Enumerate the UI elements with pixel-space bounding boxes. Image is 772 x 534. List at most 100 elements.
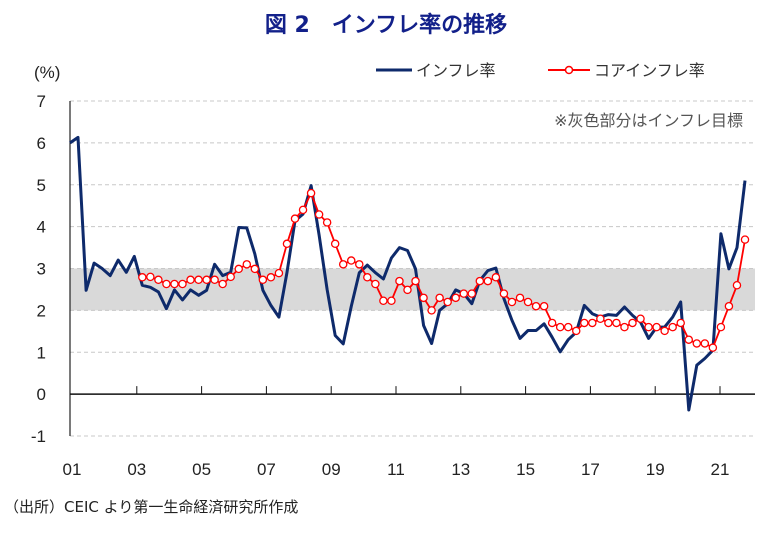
x-tick-label: 17 xyxy=(581,460,600,479)
core-inflation-point xyxy=(298,205,308,215)
y-tick-label: 2 xyxy=(37,301,46,320)
core-inflation-point xyxy=(700,339,710,348)
core-inflation-point xyxy=(186,275,195,285)
core-inflation-point xyxy=(210,275,219,285)
core-inflation-point xyxy=(234,264,243,274)
core-inflation-point xyxy=(346,256,356,265)
x-tick-label: 15 xyxy=(516,460,535,479)
target-band-note: ※灰色部分はインフレ目標 xyxy=(554,111,743,130)
core-inflation-point xyxy=(523,297,533,307)
core-inflation-point xyxy=(443,297,452,307)
core-inflation-point xyxy=(194,275,203,285)
inflation-target-band xyxy=(70,268,755,311)
core-inflation-point xyxy=(716,322,726,332)
y-tick-label: 0 xyxy=(37,385,46,404)
x-tick-label: 03 xyxy=(127,460,146,479)
core-inflation-point xyxy=(483,276,493,286)
core-inflation-point xyxy=(250,264,260,274)
core-inflation-point xyxy=(612,318,621,328)
core-inflation-point xyxy=(628,318,637,328)
y-tick-label: 1 xyxy=(37,343,46,362)
core-inflation-point xyxy=(676,318,685,328)
y-tick-label: 5 xyxy=(37,176,46,195)
core-inflation-point xyxy=(162,279,171,289)
core-inflation-point xyxy=(363,273,372,282)
y-tick-label: 4 xyxy=(37,218,46,237)
core-inflation-point xyxy=(580,318,589,328)
x-tick-label: 11 xyxy=(387,460,405,479)
core-inflation-point xyxy=(226,272,235,282)
x-tick-label: 13 xyxy=(451,460,470,479)
y-tick-label: 7 xyxy=(37,92,46,111)
x-tick-label: 21 xyxy=(711,460,730,479)
x-tick-label: 01 xyxy=(63,460,82,479)
core-inflation-line xyxy=(142,192,746,349)
core-inflation-point xyxy=(644,322,653,332)
core-inflation-point xyxy=(330,239,340,249)
core-inflation-point xyxy=(732,280,742,290)
core-inflation-point xyxy=(146,272,155,282)
x-tick-label: 07 xyxy=(257,460,276,479)
core-inflation-point xyxy=(684,335,694,344)
core-inflation-point xyxy=(138,273,147,282)
y-tick-label: 3 xyxy=(37,260,46,279)
core-inflation-point xyxy=(555,322,565,332)
core-inflation-point xyxy=(338,260,348,269)
y-tick-label: -1 xyxy=(31,427,46,446)
core-inflation-point xyxy=(459,289,468,298)
x-tick-label: 05 xyxy=(192,460,211,479)
legend-core-label: コアインフレ率 xyxy=(594,61,705,80)
x-tick-label: 09 xyxy=(322,460,341,479)
core-inflation-point xyxy=(740,235,750,244)
core-inflation-point xyxy=(572,326,581,336)
core-inflation-point xyxy=(355,260,364,269)
core-inflation-point xyxy=(403,285,412,295)
core-inflation-point xyxy=(306,188,316,198)
core-inflation-point xyxy=(282,239,292,249)
core-inflation-point xyxy=(563,322,573,332)
core-inflation-point xyxy=(475,276,485,286)
core-inflation-point xyxy=(660,326,669,336)
core-inflation-point xyxy=(379,296,388,305)
y-tick-label: 6 xyxy=(37,134,46,153)
core-inflation-point xyxy=(539,301,549,311)
legend-core-marker xyxy=(564,65,574,75)
core-inflation-point xyxy=(218,279,227,289)
core-inflation-point xyxy=(451,293,460,303)
core-inflation-point xyxy=(242,260,252,269)
core-inflation-point xyxy=(395,276,404,286)
core-inflation-point xyxy=(322,218,332,227)
core-inflation-point xyxy=(258,275,268,285)
core-inflation-point xyxy=(314,210,324,219)
legend: インフレ率 コアインフレ率 xyxy=(376,61,705,80)
core-inflation-point xyxy=(652,322,661,332)
y-axis-unit: (%) xyxy=(34,63,60,82)
core-inflation-point xyxy=(708,343,718,352)
core-inflation-point xyxy=(724,301,734,311)
core-inflation-point xyxy=(620,322,629,332)
core-inflation-point xyxy=(531,301,541,311)
core-inflation-point xyxy=(499,289,509,298)
core-inflation-point xyxy=(636,314,645,323)
inflation-line xyxy=(69,135,747,412)
core-inflation-point xyxy=(692,339,702,348)
core-inflation-point xyxy=(419,293,428,303)
core-inflation-point xyxy=(491,273,501,282)
core-inflation-point xyxy=(467,289,477,298)
core-inflation-point xyxy=(154,275,163,285)
source-note: （出所）CEIC より第一生命経済研究所作成 xyxy=(4,498,298,516)
core-inflation-point xyxy=(435,293,444,303)
core-inflation-point xyxy=(596,314,605,323)
core-inflation-point xyxy=(371,279,380,289)
core-inflation-point xyxy=(178,279,187,289)
core-inflation-point xyxy=(290,214,300,223)
core-inflation-point xyxy=(515,293,525,303)
core-inflation-point xyxy=(266,273,276,282)
core-inflation-point xyxy=(604,318,613,328)
core-inflation-point xyxy=(411,276,420,286)
legend-inflation-label: インフレ率 xyxy=(416,61,496,80)
core-inflation-point xyxy=(507,297,517,307)
core-inflation-point xyxy=(547,318,557,328)
core-inflation-point xyxy=(202,275,211,285)
